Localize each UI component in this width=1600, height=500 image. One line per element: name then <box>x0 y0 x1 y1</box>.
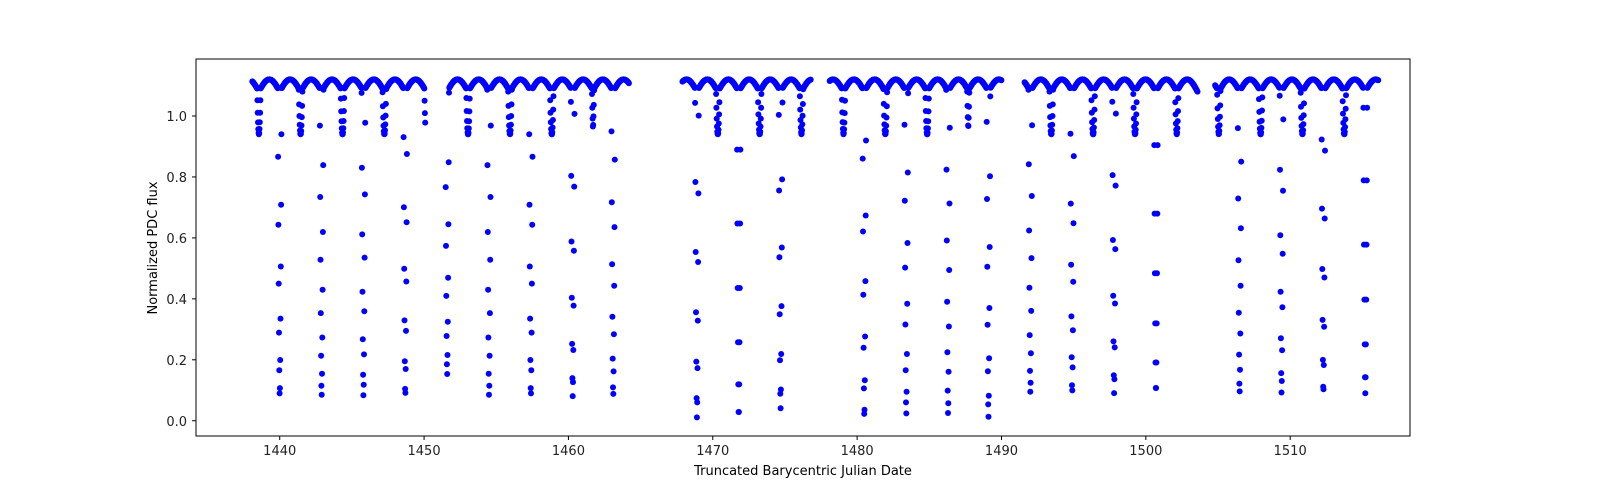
y-tick-label: 0.8 <box>166 171 187 186</box>
x-tick-label: 1450 <box>408 444 441 459</box>
x-tick-label: 1500 <box>1129 444 1162 459</box>
x-axis-ticks: 1440 1450 1460 1470 1480 1490 1500 1510 <box>263 436 1307 459</box>
x-axis-label: Truncated Barycentric Julian Date <box>693 464 912 479</box>
x-tick-label: 1470 <box>696 444 729 459</box>
x-tick-label: 1490 <box>985 444 1018 459</box>
scatter-points <box>249 76 1382 421</box>
x-tick-label: 1480 <box>841 444 874 459</box>
y-tick-label: 0.4 <box>166 293 187 308</box>
plot-area-frame <box>195 58 1411 437</box>
y-tick-label: 0.6 <box>166 232 187 247</box>
y-axis-ticks: 0.0 0.2 0.4 0.6 0.8 1.0 <box>166 110 196 430</box>
x-tick-label: 1460 <box>552 444 585 459</box>
y-tick-label: 0.0 <box>166 415 187 430</box>
y-axis-label: Normalized PDC flux <box>146 181 161 314</box>
x-tick-label: 1510 <box>1274 444 1307 459</box>
y-tick-label: 1.0 <box>166 110 187 125</box>
y-tick-label: 0.2 <box>166 354 187 369</box>
x-tick-label: 1440 <box>263 444 296 459</box>
